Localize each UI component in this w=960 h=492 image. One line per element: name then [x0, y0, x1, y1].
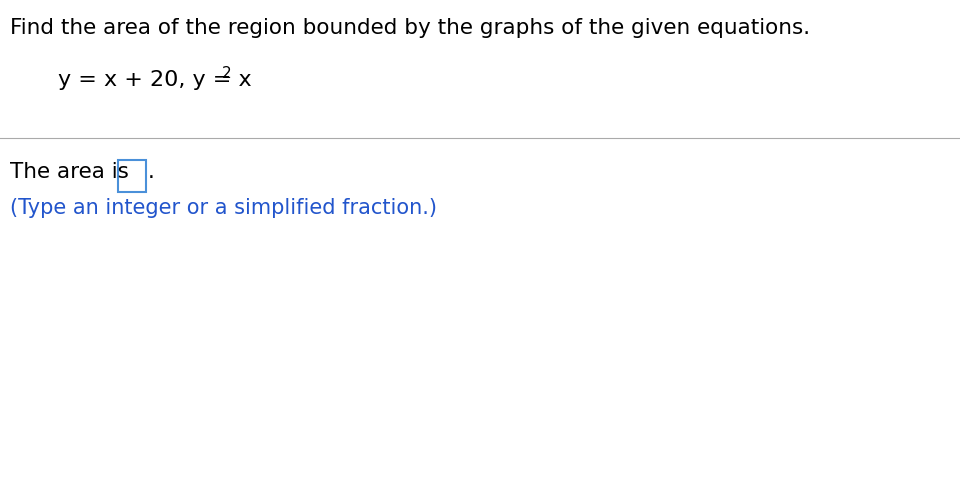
- Text: Find the area of the region bounded by the graphs of the given equations.: Find the area of the region bounded by t…: [10, 18, 810, 38]
- Text: (Type an integer or a simplified fraction.): (Type an integer or a simplified fractio…: [10, 198, 437, 218]
- Text: .: .: [148, 162, 155, 182]
- Text: 2: 2: [222, 66, 231, 81]
- Text: The area is: The area is: [10, 162, 135, 182]
- Text: y = x + 20, y = x: y = x + 20, y = x: [58, 70, 252, 90]
- FancyBboxPatch shape: [118, 160, 146, 192]
